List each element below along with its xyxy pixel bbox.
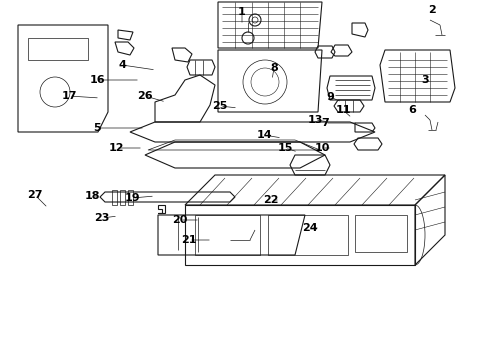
Text: 16: 16 <box>89 75 105 85</box>
Bar <box>28 38 88 60</box>
Text: 10: 10 <box>314 143 330 153</box>
Text: 3: 3 <box>421 75 429 85</box>
Bar <box>268 215 348 255</box>
Text: 24: 24 <box>302 223 318 233</box>
Bar <box>120 190 125 205</box>
Text: 15: 15 <box>277 143 293 153</box>
Text: 18: 18 <box>84 191 100 201</box>
Text: 2: 2 <box>428 5 436 15</box>
Text: 5: 5 <box>93 123 101 133</box>
Bar <box>355 215 407 252</box>
Text: 13: 13 <box>307 115 323 125</box>
Text: 25: 25 <box>212 101 228 111</box>
Text: 23: 23 <box>94 213 110 223</box>
Text: 26: 26 <box>137 91 153 101</box>
Text: 14: 14 <box>256 130 272 140</box>
Text: 8: 8 <box>270 63 278 73</box>
Text: 17: 17 <box>61 91 77 101</box>
Text: 1: 1 <box>238 7 246 17</box>
Text: 6: 6 <box>408 105 416 115</box>
Bar <box>195 215 260 255</box>
Text: 21: 21 <box>181 235 197 245</box>
Bar <box>128 190 133 205</box>
Text: 22: 22 <box>263 195 279 205</box>
Text: 12: 12 <box>108 143 124 153</box>
Text: 27: 27 <box>27 190 43 200</box>
Text: 11: 11 <box>335 105 351 115</box>
Bar <box>112 190 117 205</box>
Text: 19: 19 <box>124 193 140 203</box>
Text: 9: 9 <box>326 92 334 102</box>
Text: 20: 20 <box>172 215 188 225</box>
Text: 4: 4 <box>118 60 126 70</box>
Text: 7: 7 <box>321 118 329 128</box>
